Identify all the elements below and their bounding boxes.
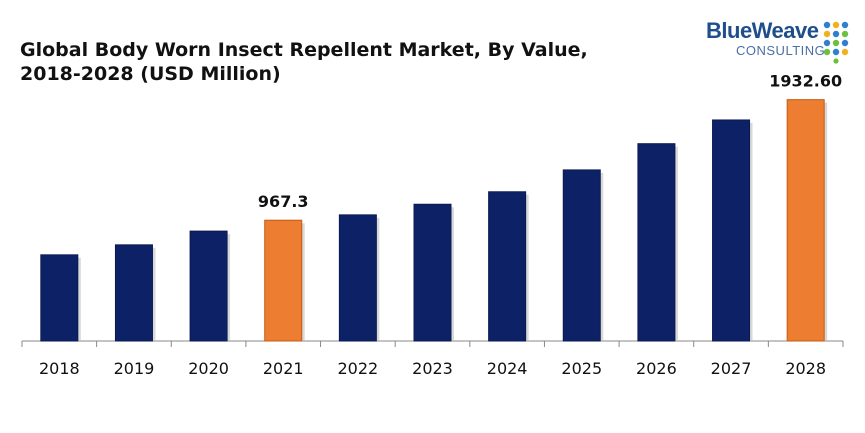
x-tick-label: 2026 — [636, 359, 677, 378]
bar-2021 — [264, 219, 303, 342]
x-tick-label: 2022 — [338, 359, 379, 378]
x-tick-label: 2024 — [487, 359, 528, 378]
blueweave-logo: BlueWeave CONSULTING — [706, 18, 856, 68]
x-tick-label: 2027 — [711, 359, 752, 378]
x-tick-label: 2025 — [561, 359, 602, 378]
x-tick-label: 2020 — [188, 359, 229, 378]
bar-2028 — [786, 99, 825, 342]
data-label: 1932.60 — [769, 72, 842, 91]
chart-title-line-2: 2018-2028 (USD Million) — [20, 63, 281, 85]
bar-2027 — [712, 119, 751, 342]
x-tick-label: 2023 — [412, 359, 453, 378]
chart-title-line-1: Global Body Worn Insect Repellent Market… — [20, 39, 588, 61]
logo-name: BlueWeave — [706, 18, 819, 43]
x-tick-label: 2028 — [785, 359, 826, 378]
logo-dots-icon — [823, 21, 849, 64]
x-tick-label: 2021 — [263, 359, 304, 378]
bar-2019 — [114, 244, 153, 342]
chart-title: Global Body Worn Insect Repellent Market… — [20, 38, 588, 86]
bar-2026 — [637, 143, 676, 342]
x-tick-label: 2019 — [114, 359, 155, 378]
x-tick-label: 2018 — [39, 359, 80, 378]
bar-2023 — [413, 203, 452, 342]
bar-2018 — [40, 254, 79, 342]
bar-2022 — [338, 214, 377, 342]
logo-subtitle: CONSULTING — [736, 43, 826, 58]
bar-2025 — [562, 169, 601, 342]
data-label: 967.3 — [258, 192, 309, 211]
bar-2020 — [189, 230, 228, 342]
bar-2024 — [488, 191, 527, 342]
